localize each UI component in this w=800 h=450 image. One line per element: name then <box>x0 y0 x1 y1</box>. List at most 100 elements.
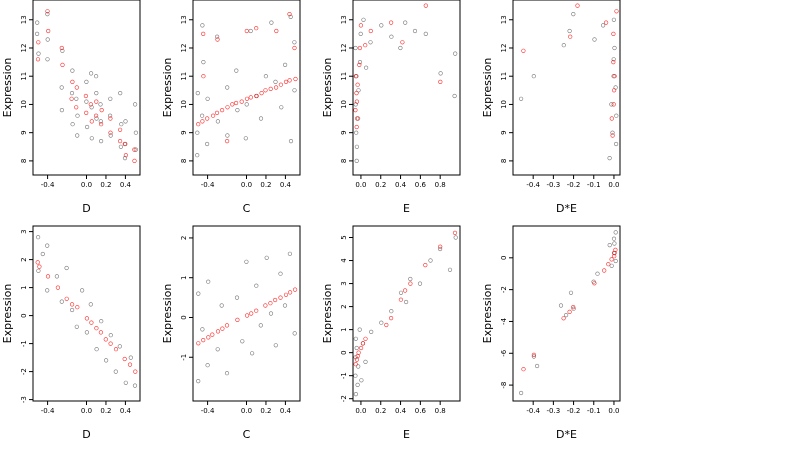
fitted-point <box>611 88 617 93</box>
y-tick-label: 13 <box>20 15 28 24</box>
observed-point <box>268 311 274 316</box>
fitted-point <box>74 105 79 110</box>
fitted-point <box>293 76 298 82</box>
observed-point <box>225 85 230 90</box>
observed-point <box>84 124 90 130</box>
observed-point <box>250 351 255 356</box>
x-tick-label: 0.4 <box>120 181 132 189</box>
y-tick-label: 8 <box>20 159 28 163</box>
x-axis-label: C <box>243 202 251 215</box>
fitted-point <box>220 326 225 331</box>
observed-point <box>354 345 359 351</box>
fitted-point <box>196 341 201 346</box>
fitted-point <box>389 316 394 321</box>
observed-point <box>84 330 89 335</box>
observed-point <box>128 355 133 360</box>
observed-point <box>288 139 294 144</box>
fitted-point <box>132 147 137 152</box>
fitted-point <box>69 302 75 307</box>
y-tick-label: -1 <box>180 354 188 361</box>
y-axis-label: Expression <box>321 58 334 118</box>
fitted-point <box>94 99 99 104</box>
observed-point <box>612 241 617 246</box>
fitted-point <box>200 119 205 124</box>
observed-point <box>438 71 443 76</box>
observed-point <box>94 116 99 121</box>
observed-point <box>103 358 109 363</box>
y-tick-label: 0 <box>180 315 188 319</box>
chart-panel-4: -0.4 -0.3 -0.2 -0.1 0.0 8 9 10 11 12 13 D*E Expressi… <box>481 0 621 215</box>
observed-point <box>89 136 94 141</box>
fitted-point <box>423 263 428 268</box>
y-tick-label: 8 <box>180 159 188 163</box>
fitted-point <box>201 338 206 343</box>
x-tick-label: -0.2 <box>567 181 581 189</box>
y-tick-label: -3 <box>20 396 28 403</box>
fitted-point <box>521 367 526 372</box>
observed-point <box>195 130 200 135</box>
observed-point <box>34 31 40 37</box>
observed-point <box>561 43 566 48</box>
x-tick-label: 0.2 <box>100 181 111 189</box>
observed-point <box>84 79 89 84</box>
observed-point <box>200 23 205 28</box>
observed-point <box>353 102 358 107</box>
observed-point <box>423 31 428 37</box>
observed-point <box>35 235 41 240</box>
observed-point <box>447 267 453 272</box>
fitted-point <box>45 9 50 14</box>
fitted-point <box>568 34 573 39</box>
fitted-point <box>354 99 360 104</box>
fitted-point <box>117 139 123 144</box>
observed-point <box>35 20 40 25</box>
chart-panel-5: -0.4 0.0 0.2 0.4 -3 -2 -1 0 1 2 3 D Expression <box>1 225 141 441</box>
fitted-point <box>225 139 230 144</box>
fitted-point <box>602 268 607 273</box>
observed-point <box>45 12 50 17</box>
observed-point <box>353 355 358 360</box>
observed-point <box>356 88 361 93</box>
fitted-point <box>244 96 250 101</box>
x-axis-label: E <box>403 428 410 441</box>
y-tick-label: 4 <box>340 258 348 263</box>
observed-point <box>88 302 93 307</box>
observed-point <box>571 12 576 17</box>
fitted-point <box>245 313 250 318</box>
observed-point <box>196 291 201 296</box>
observed-point <box>292 331 297 336</box>
fitted-point <box>356 350 361 355</box>
x-tick-label: 0.2 <box>375 181 386 189</box>
observed-point <box>518 390 524 396</box>
chart-panel-2: -0.4 0.0 0.2 0.4 8 9 10 11 12 13 C Expression <box>161 0 301 215</box>
observed-point <box>54 274 60 279</box>
y-tick-label: -6 <box>500 349 508 357</box>
y-tick-label: 11 <box>180 72 188 81</box>
plot-frame <box>512 0 621 176</box>
observed-point <box>70 68 75 73</box>
fitted-point <box>603 20 609 25</box>
fitted-point <box>273 297 278 303</box>
y-tick-label: 9 <box>500 130 508 134</box>
observed-point <box>234 295 240 300</box>
observed-point <box>70 122 75 127</box>
observed-point <box>358 31 363 37</box>
fitted-point <box>235 317 240 323</box>
x-tick-label: -0.4 <box>201 181 215 189</box>
x-tick-label: -0.4 <box>526 181 540 189</box>
fitted-point <box>575 3 580 8</box>
fitted-point <box>354 90 359 96</box>
x-tick-label: 0.4 <box>120 407 132 415</box>
chart-panel-3: 0.0 0.2 0.4 0.6 0.8 8 9 10 11 12 13 E Expression <box>321 0 461 215</box>
observed-point <box>403 20 408 25</box>
observed-point <box>287 251 293 256</box>
y-tick-label: -2 <box>500 286 508 293</box>
x-tick-label: 0.2 <box>260 181 271 189</box>
observed-point <box>215 34 220 39</box>
fitted-point <box>225 105 230 110</box>
x-tick-label: -0.1 <box>587 407 601 415</box>
fitted-point <box>37 264 42 269</box>
observed-point <box>107 113 113 118</box>
fitted-point <box>230 102 235 107</box>
fitted-point <box>353 362 358 367</box>
